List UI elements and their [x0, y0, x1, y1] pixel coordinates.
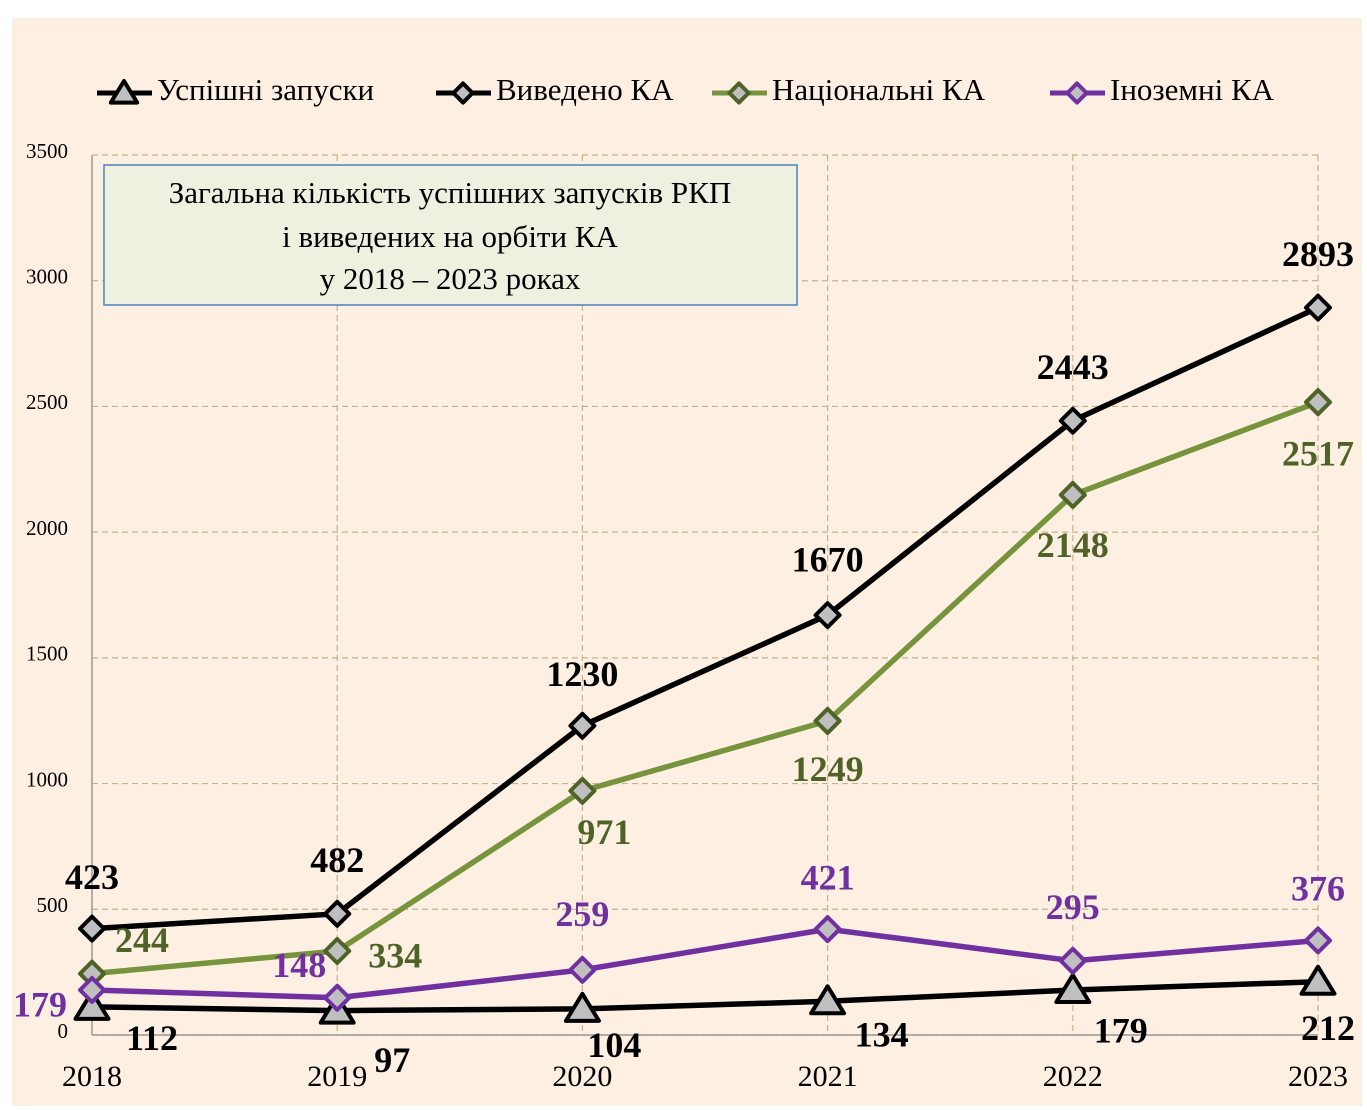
marker: [1304, 388, 1332, 417]
marker: [323, 899, 352, 928]
chart-title: у 2018 – 2023 роках: [320, 261, 581, 296]
data-label: 259: [555, 894, 609, 934]
marker: [727, 81, 751, 105]
x-tick-label: 2023: [1288, 1060, 1348, 1093]
marker: [813, 915, 842, 944]
data-label: 971: [577, 812, 631, 852]
marker: [1058, 946, 1087, 975]
data-label: 112: [126, 1018, 178, 1058]
y-tick-label: 2000: [26, 516, 68, 540]
data-label: 2517: [1282, 433, 1354, 473]
marker: [568, 776, 597, 805]
chart-title: Загальна кількість успішних запусків РКП: [169, 175, 731, 210]
data-label: 334: [368, 935, 422, 975]
marker: [568, 955, 597, 984]
data-label: 2148: [1037, 525, 1109, 565]
series-line: [91, 305, 1320, 932]
marker: [1058, 480, 1087, 509]
data-label: 179: [1094, 1010, 1148, 1050]
legend-label: Національні КА: [772, 72, 986, 107]
series-line: [91, 978, 1319, 1014]
y-tick-label: 1500: [26, 642, 68, 666]
data-label: 482: [310, 840, 364, 880]
marker: [1304, 926, 1332, 955]
x-tick-label: 2021: [798, 1060, 858, 1093]
x-tick-label: 2018: [62, 1060, 122, 1093]
legend-label: Іноземні КА: [1110, 72, 1275, 107]
x-tick-label: 2019: [307, 1060, 367, 1093]
legend-label: Виведено КА: [496, 72, 674, 107]
marker: [78, 975, 106, 1004]
marker: [813, 601, 842, 630]
y-tick-label: 1000: [26, 767, 68, 791]
marker: [568, 711, 597, 740]
marker: [563, 991, 601, 1023]
data-label: 212: [1301, 1008, 1355, 1048]
marker: [1065, 81, 1089, 105]
legend-label: Успішні запуски: [157, 72, 374, 107]
data-label: 1230: [546, 654, 618, 694]
data-label: 244: [115, 920, 169, 960]
data-label: 1249: [792, 749, 864, 789]
x-tick-label: 2022: [1043, 1060, 1103, 1093]
data-label: 376: [1291, 869, 1345, 909]
marker: [813, 706, 842, 735]
marker: [78, 914, 106, 943]
marker: [1299, 964, 1337, 996]
marker: [108, 79, 140, 105]
y-tick-label: 3000: [26, 265, 68, 289]
chart-title: і виведених на орбіти КА: [282, 219, 618, 254]
marker: [73, 989, 111, 1021]
title-box: [103, 164, 798, 306]
marker: [323, 937, 352, 966]
data-label: 421: [801, 857, 855, 897]
marker: [451, 81, 475, 105]
data-label: 295: [1046, 887, 1100, 927]
data-label: 179: [13, 984, 67, 1024]
series-line: [91, 399, 1319, 977]
marker: [809, 984, 847, 1016]
data-label: 134: [855, 1015, 909, 1055]
data-label: 97: [374, 1040, 410, 1080]
marker: [1304, 293, 1332, 322]
data-label: 423: [65, 857, 119, 897]
marker: [1058, 406, 1087, 435]
data-label: 1670: [792, 539, 864, 579]
data-label: 148: [272, 945, 326, 985]
y-tick-label: 0: [58, 1019, 69, 1043]
series-line: [91, 926, 1319, 1001]
data-label: 2443: [1037, 347, 1109, 387]
data-label: 104: [587, 1025, 641, 1065]
y-tick-label: 2500: [26, 390, 68, 414]
y-tick-label: 3500: [26, 139, 68, 163]
y-tick-label: 500: [37, 893, 69, 917]
data-label: 2893: [1282, 234, 1354, 274]
marker: [1054, 972, 1092, 1004]
marker: [323, 983, 352, 1012]
x-tick-label: 2020: [552, 1060, 612, 1093]
